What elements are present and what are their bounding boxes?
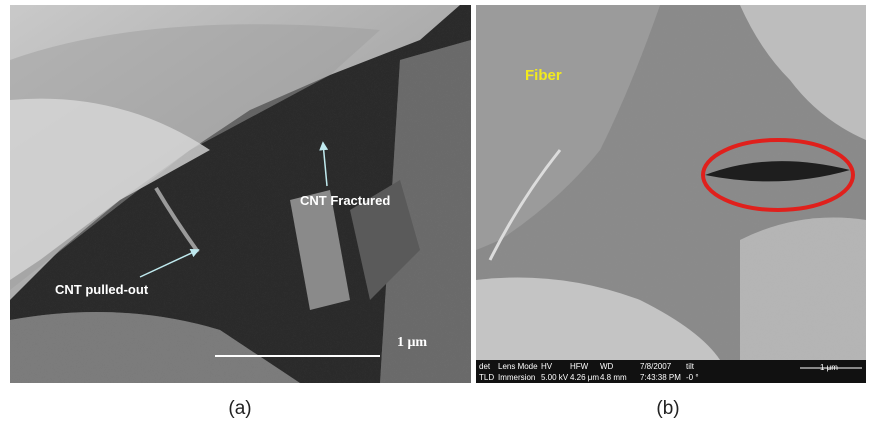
info-header: det [479, 362, 491, 371]
caption: (b) [656, 398, 679, 419]
scale-label: 1 μm [820, 363, 838, 372]
panel-b-image [476, 5, 866, 360]
info-value: 7:43:38 PM [640, 373, 681, 382]
annotation: Fiber [525, 67, 562, 84]
annotation: CNT pulled-out [55, 282, 149, 297]
info-value: 4.8 mm [600, 373, 627, 382]
info-header: HFW [570, 362, 589, 371]
scale-label: 1 μm [397, 335, 427, 350]
info-header: HV [541, 362, 553, 371]
info-value: 5.00 kV [541, 373, 569, 382]
info-value: Immersion [498, 373, 535, 382]
caption: (a) [228, 398, 251, 419]
info-value: 4.26 μm [570, 373, 599, 382]
info-header: WD [600, 362, 614, 371]
annotation: CNT Fractured [300, 193, 390, 208]
info-header: 7/8/2007 [640, 362, 672, 371]
info-header: tilt [686, 362, 695, 371]
figure: CNT Fractured CNT pulled-out 1 μm Fiber … [0, 0, 871, 422]
panel-a-image [10, 5, 471, 383]
info-value: TLD [479, 373, 494, 382]
info-value: -0 ° [686, 373, 699, 382]
info-header: Lens Mode [498, 362, 538, 371]
